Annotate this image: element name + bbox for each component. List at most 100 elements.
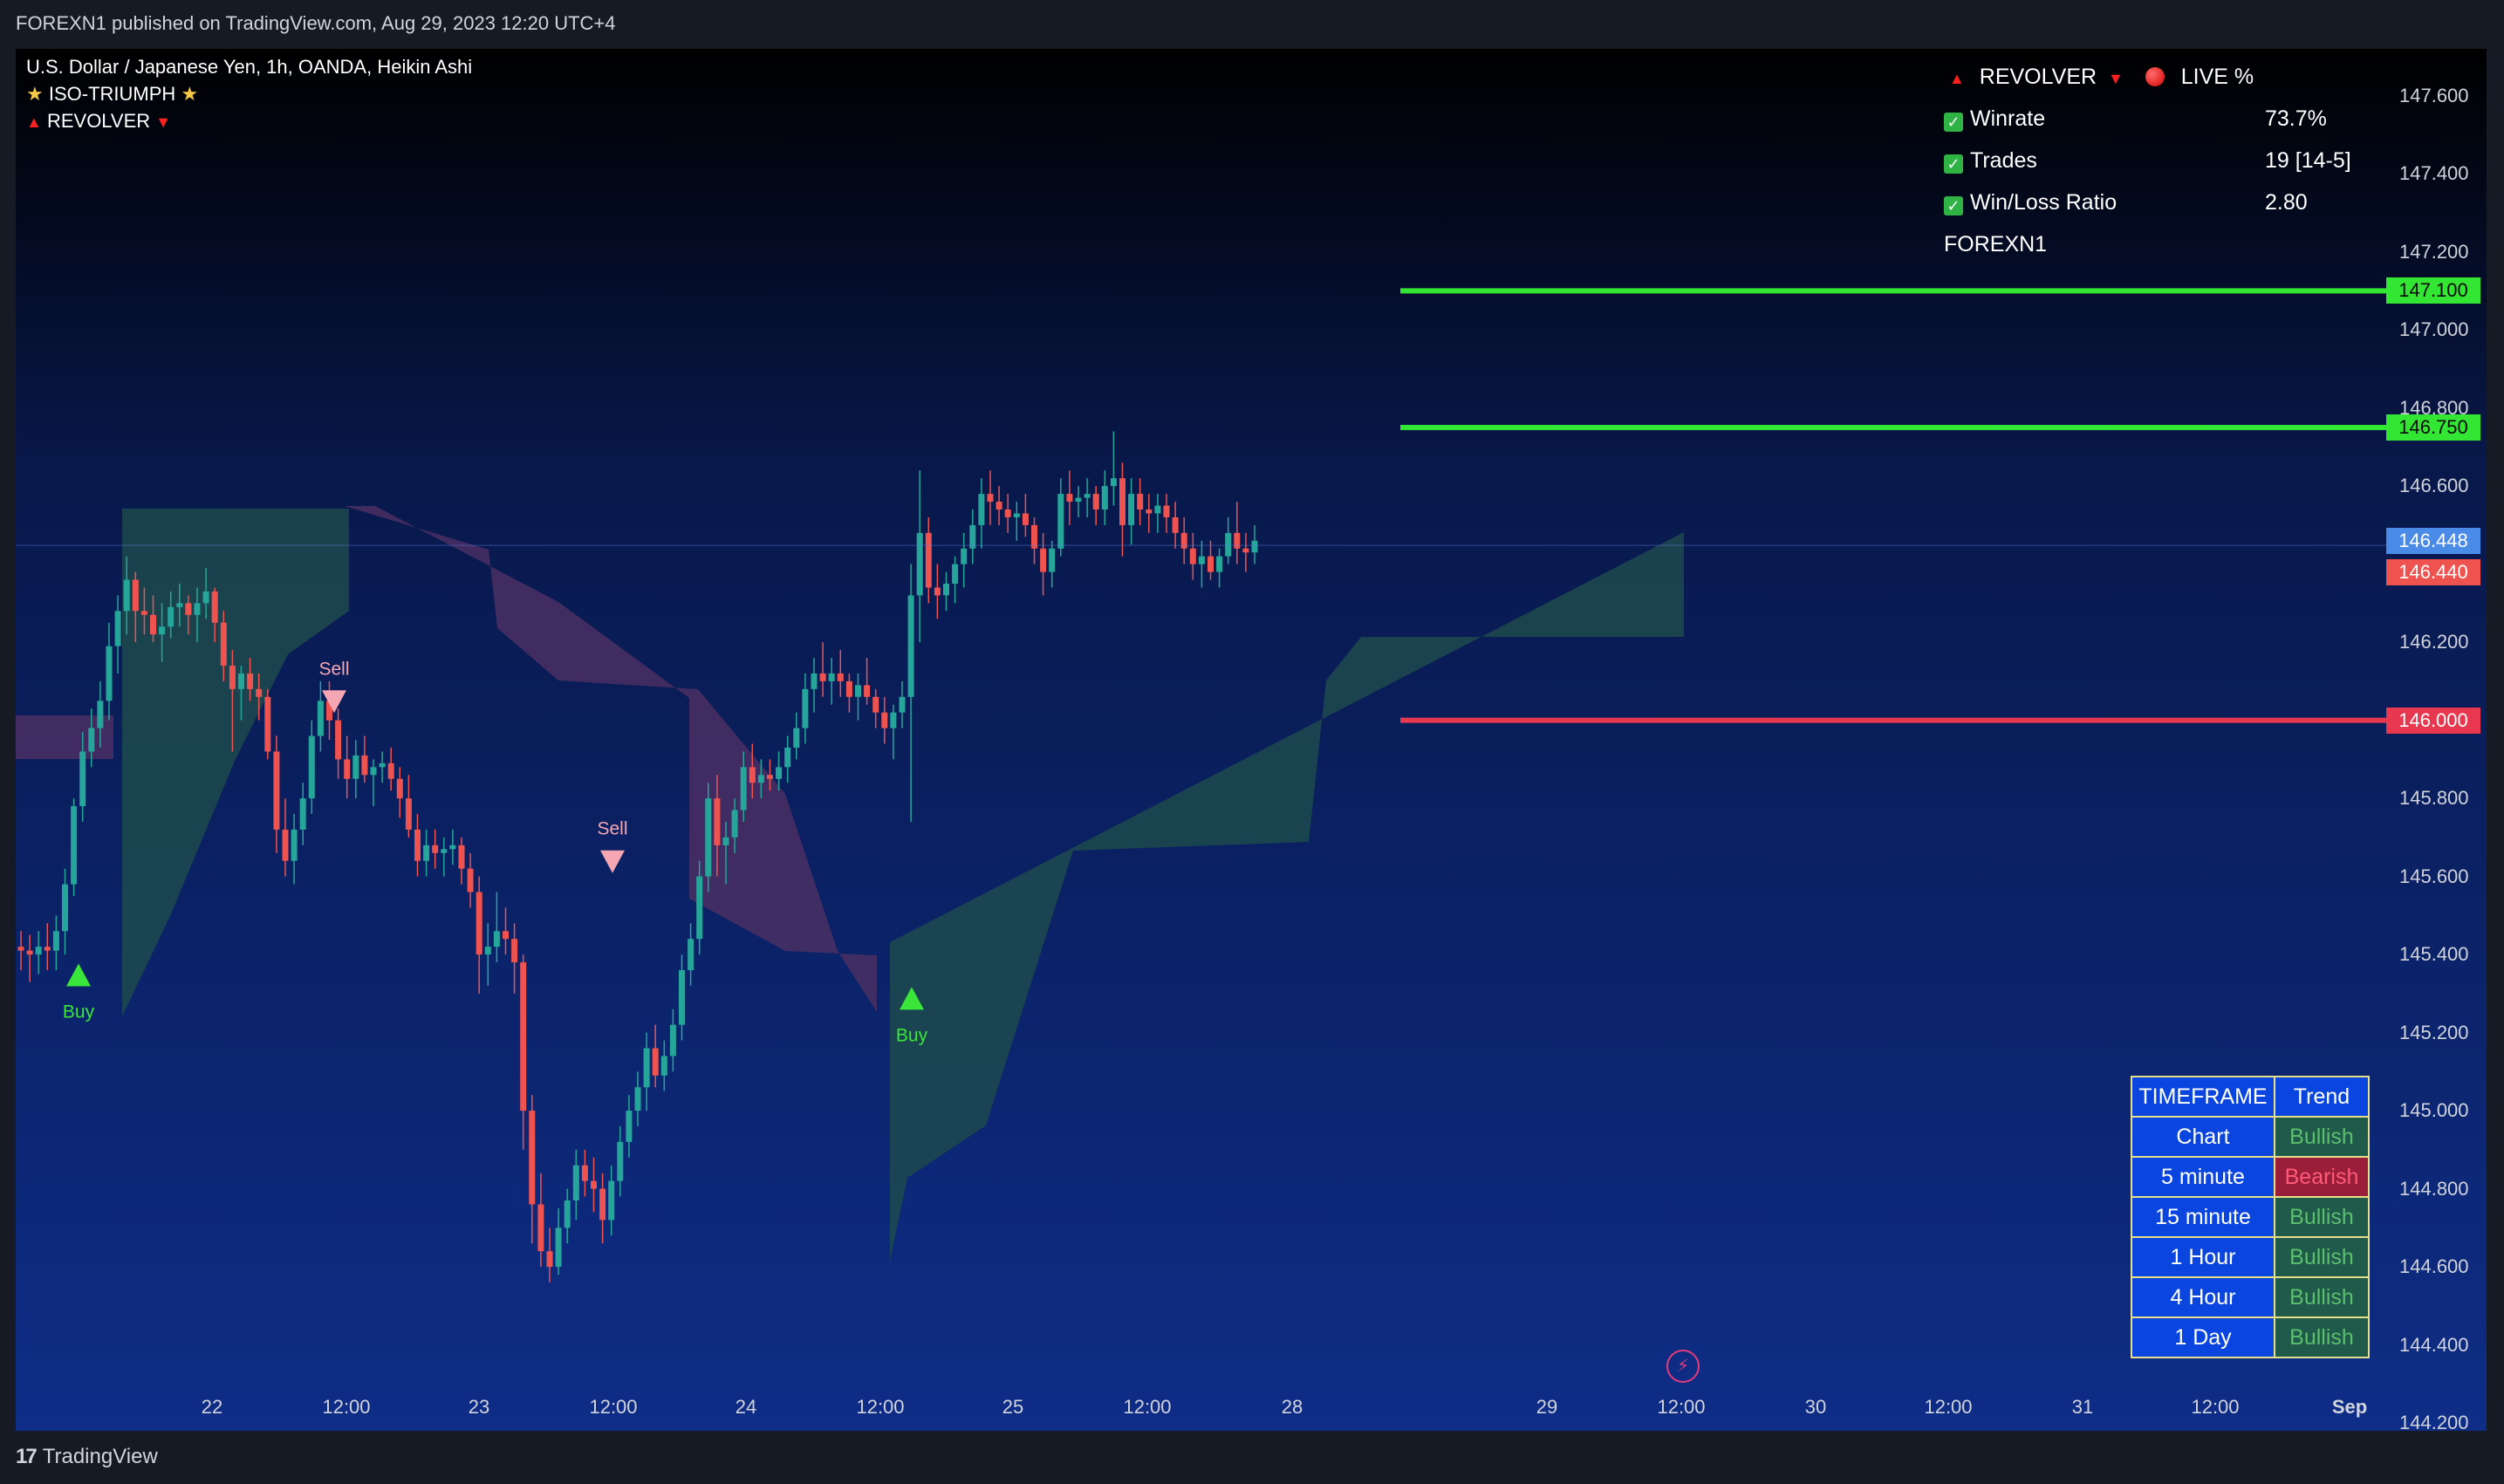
bullish-candle (194, 587, 201, 643)
bullish-candle (572, 1149, 579, 1221)
trend-timeframe: 1 Hour (2131, 1236, 2275, 1278)
bullish-candle (660, 1040, 667, 1091)
bearish-candle (767, 759, 773, 791)
time-tick-label: 12:00 (2191, 1396, 2240, 1418)
bearish-candle (546, 1228, 553, 1282)
buy-signal-label: Buy (63, 1002, 95, 1022)
price-tick-label: 147.200 (2399, 240, 2469, 263)
bearish-candle (503, 907, 509, 955)
bearish-candle (211, 587, 218, 643)
bullish-candle (62, 868, 68, 955)
bearish-candle (17, 931, 24, 970)
time-tick-label: 23 (468, 1396, 490, 1418)
bearish-candle (1208, 540, 1214, 580)
bearish-candle (1242, 532, 1249, 572)
time-tick-label: 12:00 (1657, 1396, 1706, 1418)
stats-title-row: ▲ REVOLVER ▼ LIVE % (1944, 65, 2254, 94)
time-tick-label: 12:00 (322, 1396, 371, 1418)
bearish-candle (925, 516, 932, 604)
bullish-candle (423, 829, 430, 877)
bullish-candle (238, 665, 244, 721)
bearish-candle (845, 673, 852, 713)
live-dot-icon (2145, 67, 2165, 86)
bullish-zone (122, 509, 349, 1016)
price-tick-label: 145.000 (2399, 1099, 2469, 1122)
trend-timeframe: 1 Day (2131, 1316, 2275, 1358)
star-icon: ★ (181, 83, 199, 105)
bullish-candle (1154, 494, 1161, 533)
time-tick-label: 31 (2071, 1396, 2094, 1418)
bullish-candle (890, 704, 897, 760)
time-tick-label: 25 (1002, 1396, 1024, 1418)
bullish-candle (634, 1071, 641, 1126)
bullish-candle (952, 556, 959, 604)
bearish-zone (345, 506, 877, 1012)
price-tick-label: 144.800 (2399, 1177, 2469, 1200)
stats-row-winloss: ✓ Win/Loss Ratio 2.80 (1944, 190, 2380, 220)
stats-title: REVOLVER (1979, 65, 2097, 89)
trend-value: Bearish (2274, 1156, 2370, 1198)
bullish-candle (740, 751, 747, 822)
chart-background (16, 49, 2487, 1431)
indicator-legend-2[interactable]: ▲ REVOLVER ▼ (26, 110, 171, 133)
stats-value: 19 [14-5] (2265, 148, 2351, 173)
publisher-line: FOREXN1 published on TradingView.com, Au… (16, 12, 616, 34)
time-tick-label: Sep (2331, 1396, 2368, 1418)
bullish-candle (441, 837, 448, 877)
trend-row: 15 minute Bullish (2131, 1196, 2370, 1238)
bearish-candle (185, 595, 192, 635)
bearish-candle (396, 767, 403, 818)
bearish-candle (44, 923, 51, 970)
bearish-candle (1172, 502, 1179, 549)
bearish-candle (1040, 532, 1047, 596)
bullish-candle (784, 735, 791, 783)
bullish-candle (35, 931, 42, 975)
star-icon: ★ (26, 83, 44, 105)
checkmark-icon: ✓ (1944, 154, 1963, 174)
bullish-candle (370, 759, 377, 807)
indicator-legend-1[interactable]: ★ ISO-TRIUMPH ★ (26, 83, 198, 106)
stats-label: Win/Loss Ratio (1970, 190, 2117, 215)
bullish-candle (978, 478, 985, 549)
price-tick-label: 147.600 (2399, 84, 2469, 106)
symbol-legend[interactable]: U.S. Dollar / Japanese Yen, 1h, OANDA, H… (26, 56, 473, 78)
bullish-candle (1075, 486, 1082, 517)
bearish-candle (387, 747, 394, 791)
price-tick-label: 147.000 (2399, 318, 2469, 341)
bullish-candle (379, 751, 386, 783)
bearish-candle (652, 1024, 659, 1088)
bearish-candle (467, 852, 474, 908)
bullish-candle (1013, 502, 1020, 541)
bullish-candle (679, 954, 685, 1041)
price-levels (16, 288, 2386, 723)
indicator2-name: REVOLVER (46, 110, 151, 132)
bullish-candle (757, 759, 764, 799)
buy-signal: Buy (896, 987, 928, 1045)
bearish-candle (987, 470, 994, 525)
trend-timeframe: Chart (2131, 1116, 2275, 1158)
trend-row: Chart Bullish (2131, 1116, 2370, 1158)
stats-value: 2.80 (2265, 190, 2308, 215)
bullish-candle (1251, 524, 1258, 564)
time-tick-label: 30 (1804, 1396, 1827, 1418)
stop-loss-tag: 146.000 (2386, 707, 2480, 734)
indicator1-name: ISO-TRIUMPH (48, 83, 176, 105)
bullish-candle (793, 712, 800, 760)
trend-row: 4 Hour Bullish (2131, 1276, 2370, 1318)
signal-zones (16, 506, 1684, 1261)
bullish-candle (71, 798, 78, 896)
bearish-candle (995, 486, 1002, 525)
bearish-candle (749, 743, 756, 799)
tradingview-logo[interactable]: 17 TradingView (16, 1445, 158, 1469)
bearish-candle (1066, 470, 1073, 525)
lightning-icon[interactable]: ⚡ (1666, 1350, 1700, 1383)
bearish-candle (247, 658, 254, 701)
stats-value: 73.7% (2265, 106, 2327, 131)
bullish-candle (317, 680, 324, 752)
bullish-candle (1110, 431, 1117, 506)
signals: Buy Sell Sell Buy (63, 659, 928, 1045)
bearish-candle (529, 1095, 536, 1244)
bullish-candle (1198, 540, 1205, 588)
bearish-candle (405, 775, 412, 838)
